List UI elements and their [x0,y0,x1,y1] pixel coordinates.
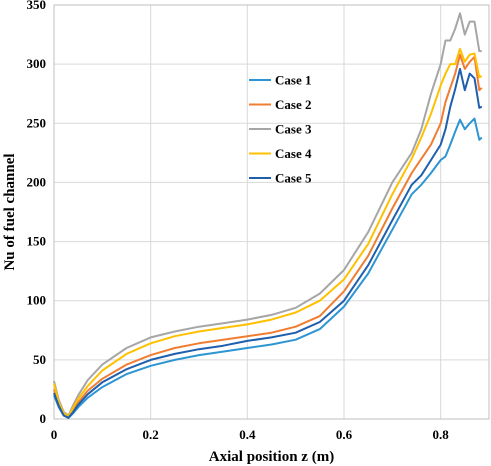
grid [53,4,489,420]
series-lines [53,12,483,419]
y-tick-label: 0 [40,411,47,426]
series-line-case-5 [53,67,483,419]
series-line-case-4 [53,47,483,418]
legend-label-case-5: Case 5 [275,171,312,186]
y-tick-label: 150 [27,234,47,249]
tick-labels: 0 50 100 150 200 250 300 350 0 0.2 0.4 0.6 0.8 [27,0,450,442]
y-tick-label: 200 [27,174,47,189]
series-line-case-1 [53,117,483,419]
legend-label-case-4: Case 4 [275,146,312,161]
x-tick-label: 0.2 [143,427,159,442]
x-tick-label: 0.4 [239,427,256,442]
y-tick-label: 350 [27,0,47,12]
x-tick-label: 0.8 [433,427,450,442]
y-tick-label: 50 [33,352,46,367]
legend: Case 1 Case 2 Case 3 Case 4 Case 5 [249,73,312,186]
x-axis-title: Axial position z (m) [209,449,334,465]
y-tick-label: 100 [27,293,47,308]
series-line-case-2 [53,53,483,418]
plot-area-frame [53,4,490,420]
x-tick-label: 0 [51,427,58,442]
series-line-case-3 [53,12,482,417]
y-tick-label: 300 [27,56,47,71]
legend-label-case-1: Case 1 [275,73,311,88]
x-tick-label: 0.6 [336,427,353,442]
legend-label-case-2: Case 2 [275,97,311,112]
y-axis-title: Nu of fuel channel [2,153,18,270]
legend-label-case-3: Case 3 [275,122,312,137]
y-tick-label: 250 [27,115,47,130]
